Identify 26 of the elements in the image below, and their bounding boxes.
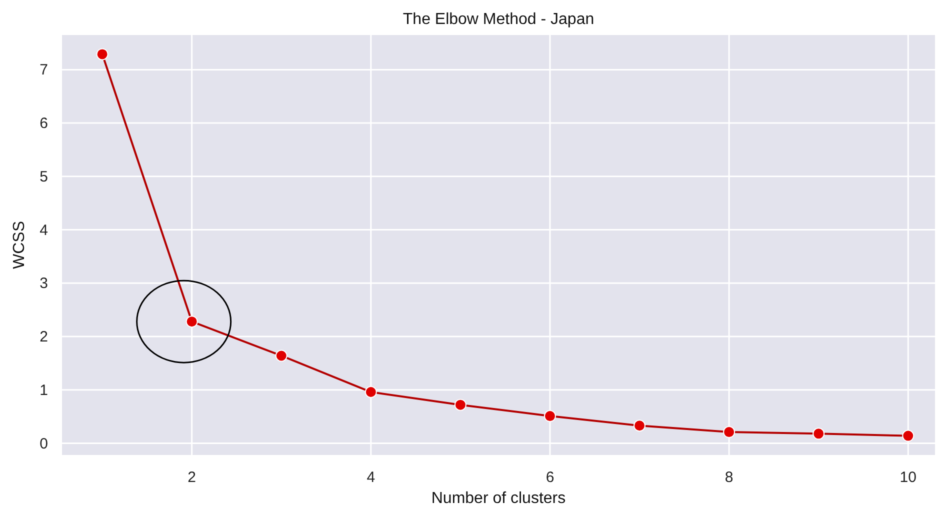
y-tick-label: 5 xyxy=(40,168,48,186)
y-tick-label: 3 xyxy=(40,275,48,292)
y-tick-label: 4 xyxy=(40,222,48,239)
point xyxy=(186,316,198,328)
x-tick-label: 2 xyxy=(188,469,196,486)
point xyxy=(364,386,377,398)
y-tick-label: 2 xyxy=(40,328,48,346)
point xyxy=(723,426,736,438)
point xyxy=(634,420,646,432)
y-tick-label: 1 xyxy=(40,382,48,399)
y-axis-title: WCSS xyxy=(11,221,28,269)
point xyxy=(902,430,914,442)
x-tick-label: 10 xyxy=(900,469,916,486)
point xyxy=(275,350,288,362)
x-axis-title: Number of clusters xyxy=(431,490,566,506)
point xyxy=(454,398,466,411)
x-tick-label: 6 xyxy=(546,469,554,486)
y-tick-label: 7 xyxy=(40,62,48,79)
y-tick-label: 0 xyxy=(40,435,48,452)
x-tick-label: 4 xyxy=(366,469,376,486)
x-tick-label: 8 xyxy=(724,469,734,486)
point xyxy=(544,410,556,422)
point xyxy=(96,48,108,60)
chart-title: The Elbow Method - Japan xyxy=(402,11,594,28)
point xyxy=(812,428,825,440)
y-tick-label: 6 xyxy=(40,115,48,132)
